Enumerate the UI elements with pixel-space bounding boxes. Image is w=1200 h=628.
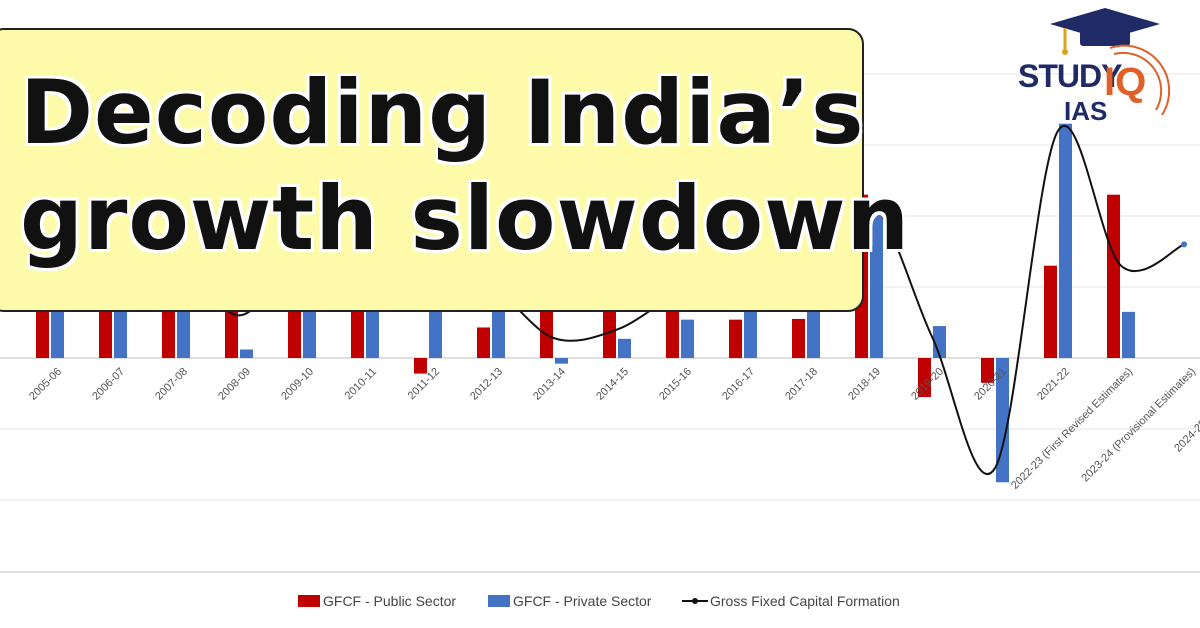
x-tick-label: 2018-19 [846, 366, 883, 403]
headline-banner [0, 28, 864, 312]
headline-line-1: Decoding India’s [20, 61, 865, 164]
bar-private-sector [240, 349, 253, 358]
x-tick-label: 2008-09 [216, 366, 253, 403]
x-tick-label: 2005-06 [27, 366, 64, 403]
bar-private-sector [1122, 311, 1135, 358]
bar-private-sector [996, 358, 1009, 483]
bar-public-sector [414, 358, 427, 374]
x-tick-label: 2014-15 [594, 366, 631, 403]
bar-public-sector [1107, 194, 1120, 358]
legend-swatch-private [488, 595, 510, 607]
bar-private-sector [618, 338, 631, 358]
x-tick-label: 2013-14 [531, 366, 568, 403]
legend-label-public: GFCF - Public Sector [323, 593, 456, 609]
headline-line-2: growth slowdown [20, 167, 911, 270]
bar-private-sector [681, 319, 694, 358]
bar-private-sector [870, 198, 883, 358]
graduation-cap-icon [1050, 8, 1160, 55]
legend-label-gfcf: Gross Fixed Capital Formation [710, 593, 900, 609]
bar-public-sector [477, 327, 490, 358]
x-tick-label: 2010-11 [343, 366, 379, 402]
logo-study-text: STUDY [1018, 58, 1122, 94]
bar-private-sector [555, 358, 568, 364]
bar-public-sector [918, 358, 931, 398]
bar-private-sector [933, 326, 946, 358]
x-tick-label: 2006-07 [90, 366, 127, 403]
bar-private-sector [1059, 123, 1072, 358]
logo-iq-text: IQ [1104, 60, 1147, 104]
study-iq-logo [1050, 8, 1171, 116]
logo-rings [1109, 44, 1171, 116]
x-tick-label: 2009-10 [279, 366, 316, 403]
x-tick-label: 2023-24 (Provisional Estimates) [1079, 366, 1198, 485]
bar-public-sector [1044, 265, 1057, 358]
x-tick-label: 2007-08 [153, 366, 190, 403]
bar-public-sector [981, 358, 994, 383]
x-tick-label: 2015-16 [657, 366, 694, 403]
bar-public-sector [729, 319, 742, 358]
legend-swatch-public [298, 595, 320, 607]
logo-ias-text: IAS [1064, 96, 1108, 126]
headline-title: Decoding India’s growth slowdown [20, 60, 910, 272]
x-tick-label: 2021-22 [1035, 366, 1072, 403]
x-tick-label: 2012-13 [468, 366, 505, 403]
x-tick-label: 2017-18 [783, 366, 820, 403]
x-tick-label: 2016-17 [720, 366, 757, 403]
legend-label-private: GFCF - Private Sector [513, 593, 652, 609]
legend-swatch-marker [692, 598, 698, 604]
bar-public-sector [792, 318, 805, 358]
legend: GFCF - Public Sector GFCF - Private Sect… [298, 593, 900, 609]
gfcf-line-marker [1181, 241, 1187, 248]
